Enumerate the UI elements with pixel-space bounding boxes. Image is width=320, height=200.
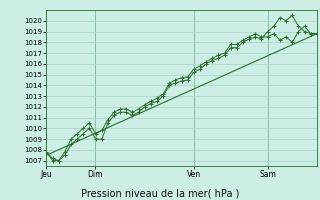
Text: Pression niveau de la mer( hPa ): Pression niveau de la mer( hPa ): [81, 188, 239, 198]
